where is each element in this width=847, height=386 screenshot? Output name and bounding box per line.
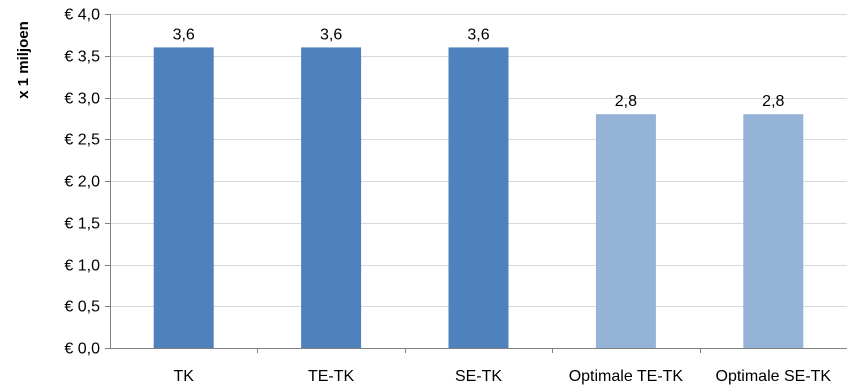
bar-tk (153, 47, 214, 349)
y-tick-label: € 4,0 (64, 7, 100, 24)
y-tick-label: € 3,5 (64, 49, 100, 66)
bar-optimale-se-tk (743, 114, 804, 348)
y-tick-label: € 0,5 (64, 299, 100, 316)
y-axis-title: x 1 miljoen (15, 21, 32, 99)
data-label: 3,6 (173, 26, 195, 43)
y-tick-label: € 2,5 (64, 132, 100, 149)
axes (105, 14, 847, 353)
y-tick-label: € 0,0 (64, 341, 100, 358)
bars (153, 47, 804, 349)
data-label: 3,6 (467, 26, 489, 43)
data-label: 3,6 (320, 26, 342, 43)
data-label: 2,8 (762, 93, 784, 110)
y-tick-label: € 3,0 (64, 91, 100, 108)
x-tick-label: TE-TK (308, 368, 355, 385)
labels: € 0,0 € 0,5 € 1,0 € 1,5 € 2,0 € 2,5 € 3,0 € 3,5… (64, 7, 831, 386)
x-tick-label: SE-TK (455, 368, 502, 385)
bar-te-tk (301, 47, 362, 349)
data-label: 2,8 (615, 93, 637, 110)
bar-se-tk (448, 47, 509, 349)
x-tick-label: Optimale SE-TK (716, 368, 832, 385)
bar-optimale-te-tk (595, 114, 656, 348)
y-tick-label: € 1,0 (64, 258, 100, 275)
y-tick-label: € 1,5 (64, 216, 100, 233)
x-tick-label: TK (173, 368, 194, 385)
x-tick-label: Optimale TE-TK (569, 368, 684, 385)
y-tick-label: € 2,0 (64, 174, 100, 191)
